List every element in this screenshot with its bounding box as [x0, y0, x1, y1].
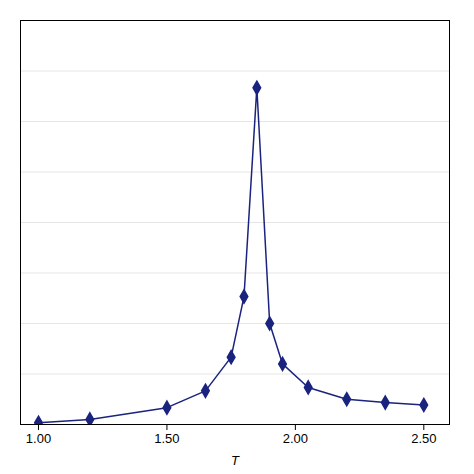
- svg-text:2.00: 2.00: [283, 431, 308, 446]
- svg-text:1.00: 1.00: [26, 431, 51, 446]
- svg-text:1.50: 1.50: [154, 431, 179, 446]
- svg-text:2.50: 2.50: [411, 431, 436, 446]
- svg-text:T: T: [231, 453, 240, 468]
